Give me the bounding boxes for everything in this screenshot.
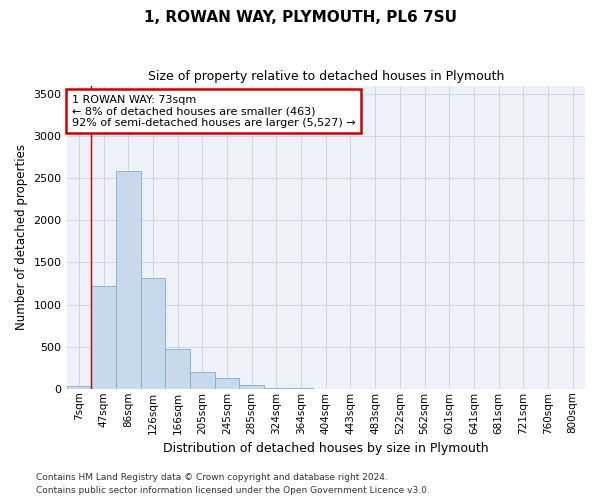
Text: 1, ROWAN WAY, PLYMOUTH, PL6 7SU: 1, ROWAN WAY, PLYMOUTH, PL6 7SU bbox=[143, 10, 457, 25]
Text: Contains HM Land Registry data © Crown copyright and database right 2024.
Contai: Contains HM Land Registry data © Crown c… bbox=[36, 474, 430, 495]
Bar bbox=[116, 172, 140, 389]
Y-axis label: Number of detached properties: Number of detached properties bbox=[15, 144, 28, 330]
X-axis label: Distribution of detached houses by size in Plymouth: Distribution of detached houses by size … bbox=[163, 442, 488, 455]
Bar bbox=[190, 372, 215, 389]
Bar bbox=[215, 378, 239, 389]
Bar bbox=[140, 278, 165, 389]
Bar bbox=[239, 384, 264, 389]
Bar bbox=[91, 286, 116, 389]
Bar bbox=[165, 349, 190, 389]
Bar bbox=[67, 386, 91, 389]
Bar bbox=[264, 388, 289, 389]
Title: Size of property relative to detached houses in Plymouth: Size of property relative to detached ho… bbox=[148, 70, 504, 83]
Text: 1 ROWAN WAY: 73sqm
← 8% of detached houses are smaller (463)
92% of semi-detache: 1 ROWAN WAY: 73sqm ← 8% of detached hous… bbox=[72, 94, 355, 128]
